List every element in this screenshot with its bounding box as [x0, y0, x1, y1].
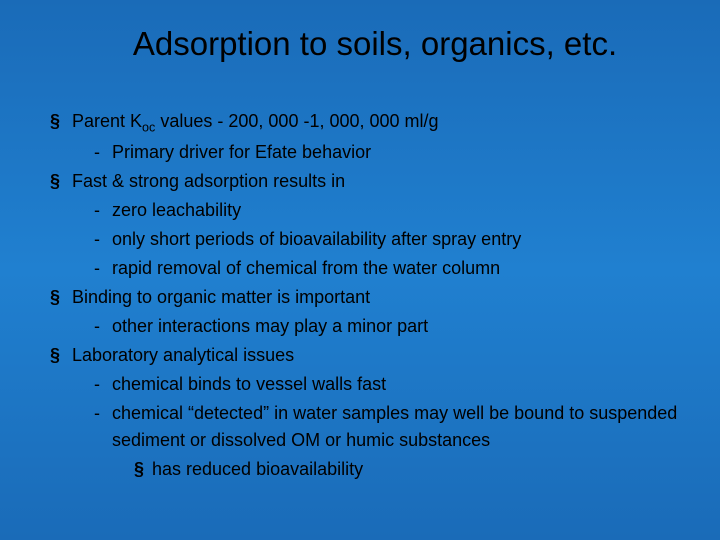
- bullet-level2: zero leachability: [50, 197, 680, 224]
- subscript: oc: [142, 121, 155, 135]
- slide-title: Adsorption to soils, organics, etc.: [70, 25, 680, 63]
- bullet-level1: Fast & strong adsorption results in: [50, 168, 680, 195]
- bullet-level2: rapid removal of chemical from the water…: [50, 255, 680, 282]
- bullet-level2: Primary driver for Efate behavior: [50, 139, 680, 166]
- bullet-level1: Binding to organic matter is important: [50, 284, 680, 311]
- bullet-level2: other interactions may play a minor part: [50, 313, 680, 340]
- bullet-level1: Laboratory analytical issues: [50, 342, 680, 369]
- bullet-level2: only short periods of bioavailability af…: [50, 226, 680, 253]
- slide: Adsorption to soils, organics, etc. Pare…: [0, 0, 720, 505]
- bullet-text: Parent K: [72, 111, 142, 131]
- bullet-level2: chemical binds to vessel walls fast: [50, 371, 680, 398]
- bullet-text: values - 200, 000 -1, 000, 000 ml/g: [155, 111, 438, 131]
- slide-content: Parent Koc values - 200, 000 -1, 000, 00…: [50, 108, 680, 483]
- bullet-level2: chemical “detected” in water samples may…: [50, 400, 680, 454]
- bullet-level1: Parent Koc values - 200, 000 -1, 000, 00…: [50, 108, 680, 137]
- bullet-level3: has reduced bioavailability: [50, 456, 680, 483]
